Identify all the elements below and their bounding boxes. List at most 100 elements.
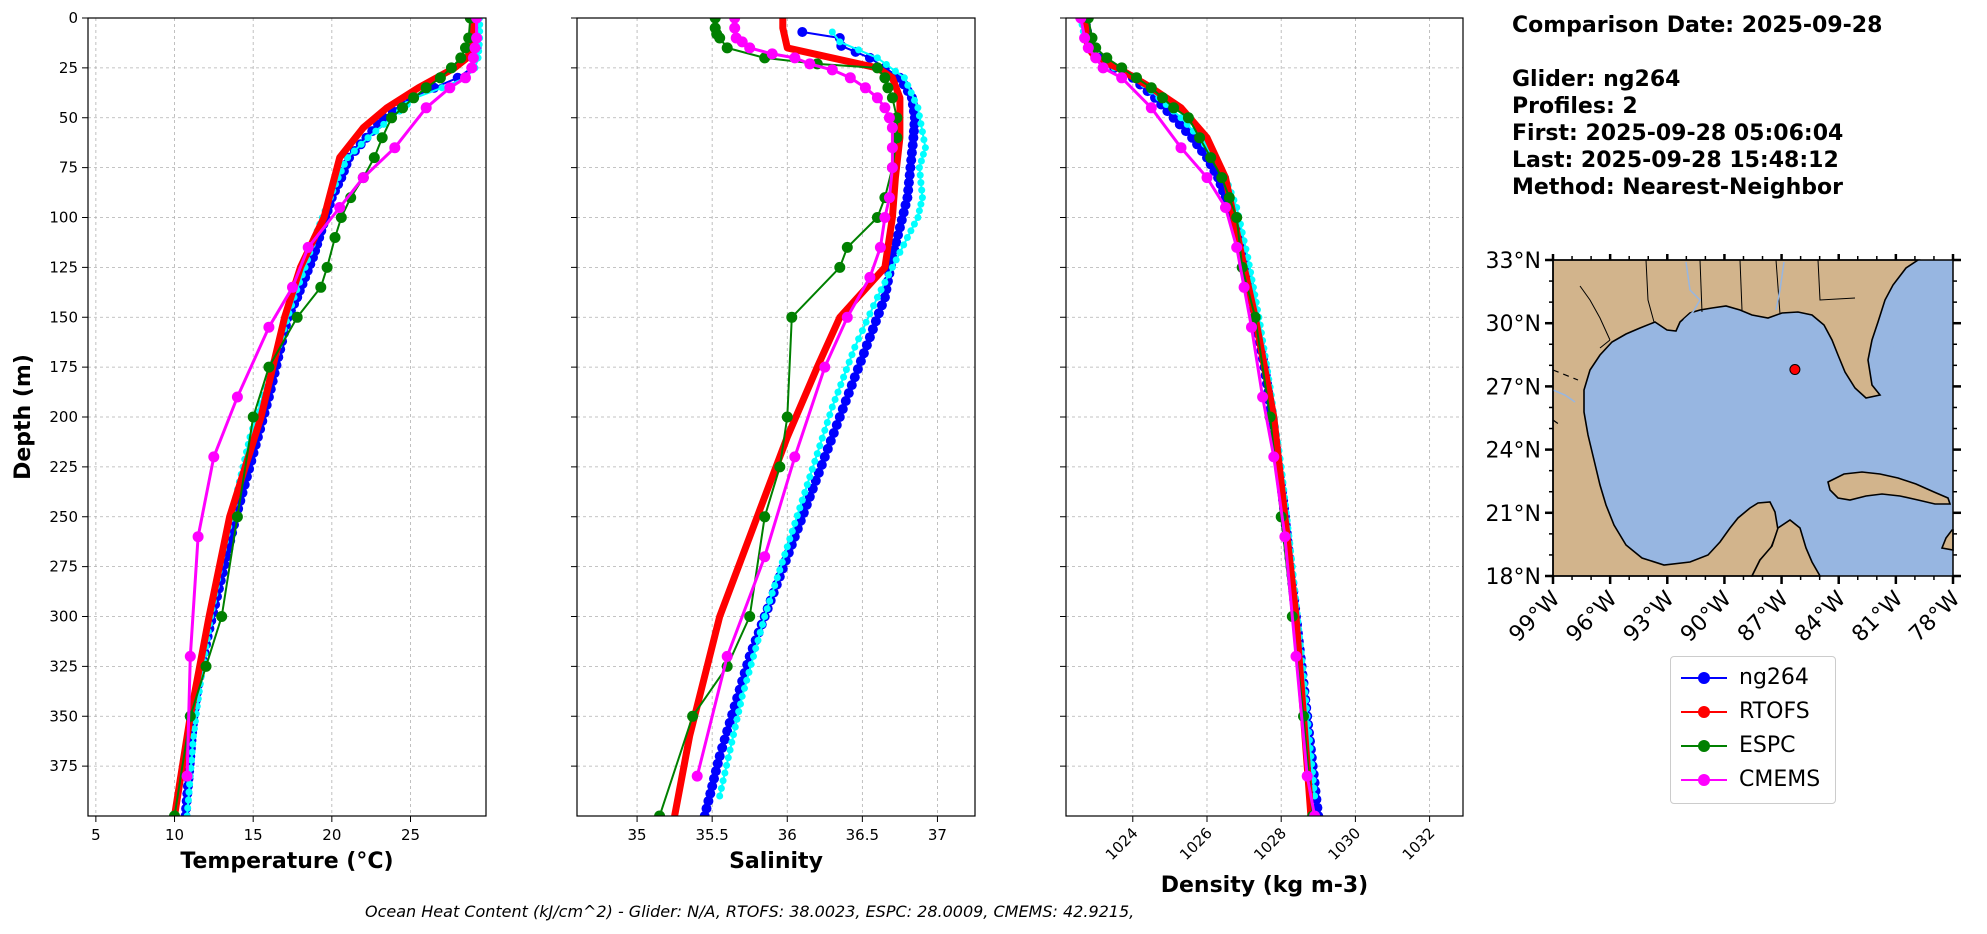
panel-0: 0 25 50 75 100 125 150 175 200 225 250 275 300 325 350…: [11, 9, 487, 874]
point-ng264: [894, 222, 905, 233]
legend-label: ESPC: [1739, 733, 1796, 758]
comparison-date: Comparison Date: 2025-09-28: [1512, 13, 1883, 38]
point-cyan: [733, 715, 741, 723]
point-cmems: [444, 82, 456, 94]
point-cmems: [864, 271, 876, 283]
point-cmems: [721, 650, 733, 662]
point-cmems: [859, 82, 871, 94]
y-tick-label: 100: [49, 209, 78, 227]
point-espc: [263, 361, 275, 373]
point-espc: [1205, 152, 1217, 164]
point-cyan: [888, 263, 896, 271]
point-cmems: [1082, 42, 1094, 54]
point-ng264: [861, 340, 872, 351]
point-espc: [445, 62, 457, 74]
point-cmems: [192, 531, 204, 543]
point-cyan: [915, 112, 923, 120]
point-ng264: [905, 162, 916, 173]
point-cyan: [842, 366, 850, 374]
point-cyan: [186, 780, 194, 788]
point-cyan: [907, 227, 915, 235]
point-cyan: [791, 519, 799, 527]
point-cyan: [754, 636, 762, 644]
point-espc: [721, 42, 733, 54]
point-ng264: [825, 435, 836, 446]
point-cyan: [911, 96, 918, 104]
point-ng264: [710, 766, 721, 777]
point-cyan: [350, 147, 358, 155]
point-cmems: [1097, 62, 1109, 74]
point-cyan: [903, 234, 911, 241]
point-espc: [654, 810, 666, 816]
y-tick-label: 325: [49, 657, 78, 675]
first-time: First: 2025-09-28 05:06:04: [1512, 121, 1844, 146]
point-cmems: [302, 241, 314, 253]
point-cyan: [1177, 114, 1185, 122]
y-tick-label: 25: [59, 59, 78, 77]
point-cmems: [789, 52, 801, 64]
point-ng264: [855, 356, 866, 367]
point-ng264: [879, 292, 890, 303]
point-cmems: [471, 32, 483, 44]
point-cyan: [818, 434, 826, 442]
point-cyan: [798, 496, 806, 504]
point-espc: [1116, 62, 1128, 74]
point-cmems: [879, 212, 891, 223]
point-espc: [169, 810, 180, 816]
map-lon-label: 84°W: [1790, 586, 1851, 647]
point-cmems: [736, 36, 748, 48]
point-cyan: [816, 442, 824, 450]
point-cmems: [1220, 202, 1231, 213]
point-cyan: [738, 692, 746, 700]
x-axis-label: Density (kg m-3): [1161, 873, 1369, 898]
legend-item-espc: ESPC: [1679, 731, 1829, 761]
point-cyan: [730, 731, 737, 739]
y-tick-label: 175: [49, 358, 78, 376]
series-line-rtofs: [171, 18, 477, 816]
point-espc: [1168, 102, 1180, 114]
point-cyan: [759, 621, 766, 628]
point-cyan: [188, 756, 195, 764]
map-lon-label: 96°W: [1562, 586, 1623, 647]
map-lat-label: 30°N: [1486, 312, 1541, 337]
x-tick-label: 35.5: [695, 826, 728, 844]
series-group: [169, 18, 484, 816]
point-ng264: [846, 380, 857, 391]
point-cyan: [724, 754, 732, 762]
point-cyan: [808, 465, 816, 473]
point-cyan: [188, 748, 196, 756]
point-cyan: [914, 104, 922, 112]
point-cyan: [891, 67, 899, 75]
point-cmems: [208, 451, 220, 463]
point-cyan: [918, 186, 926, 194]
point-ng264: [813, 467, 824, 478]
y-tick-label: 0: [68, 9, 78, 27]
point-cmems: [1268, 451, 1280, 463]
x-axis-label: Salinity: [729, 849, 823, 874]
profile-count: Profiles: 2: [1512, 94, 1638, 119]
point-cmems: [1246, 321, 1257, 333]
point-ng264: [900, 200, 911, 210]
point-cyan: [796, 504, 804, 512]
point-cmems: [1075, 18, 1087, 24]
point-espc: [200, 660, 212, 672]
point-cyan: [357, 140, 365, 148]
y-tick-label: 75: [59, 159, 78, 177]
point-ng264: [858, 348, 869, 359]
point-ng264: [906, 155, 917, 166]
point-cyan: [372, 127, 380, 135]
x-tick-label: 20: [322, 826, 341, 844]
point-espc: [376, 132, 388, 144]
point-espc: [216, 611, 228, 622]
point-cyan: [364, 134, 372, 142]
y-tick-label: 275: [49, 558, 78, 576]
point-cmems: [1175, 142, 1187, 154]
series-group: [1075, 18, 1324, 816]
legend-label: RTOFS: [1739, 699, 1810, 724]
point-espc: [786, 311, 798, 323]
point-cyan: [851, 343, 859, 351]
legend-item-cmems: CMEMS: [1679, 765, 1829, 795]
point-cmems: [471, 18, 483, 24]
point-cyan: [189, 732, 197, 740]
point-cyan: [907, 89, 915, 97]
